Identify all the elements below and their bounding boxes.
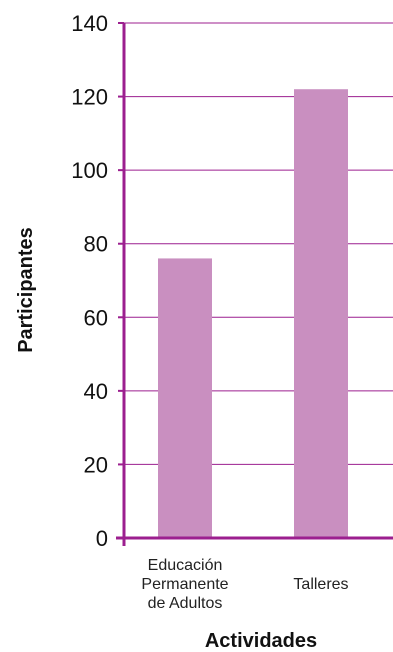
y-tick-labels: 0 20 40 60 80 100 120 140 [71,11,108,551]
x-category-label-0: Educación Permanente de Adultos [141,557,228,612]
bars [158,89,348,538]
y-axis-title: Participantes [15,227,37,353]
x-category-line: Talleres [293,576,348,593]
y-tick-label-0: 0 [96,526,108,551]
x-category-label-1: Talleres [293,576,348,593]
bar-1 [294,89,348,538]
y-tick-label-40: 40 [84,379,108,404]
y-tick-label-120: 120 [71,85,108,110]
axes [116,22,393,546]
x-category-labels: Educación Permanente de Adultos Talleres [141,557,348,612]
x-category-line: Permanente [141,576,228,593]
y-tick-label-80: 80 [84,232,108,257]
x-category-line: de Adultos [148,595,223,612]
y-tick-label-100: 100 [71,158,108,183]
y-tick-label-140: 140 [71,11,108,36]
y-tick-label-60: 60 [84,305,108,330]
x-category-line: Educación [148,557,223,574]
x-axis-title: Actividades [205,630,317,652]
bar-0 [158,258,212,538]
y-tick-label-20: 20 [84,452,108,477]
